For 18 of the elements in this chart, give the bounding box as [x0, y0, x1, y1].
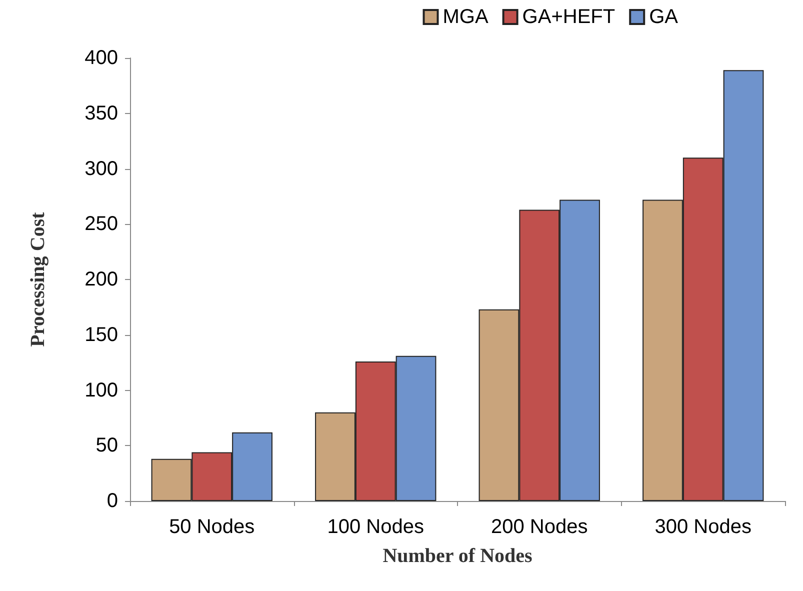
- x-tick-label: 100 Nodes: [327, 516, 424, 538]
- y-tick-label: 100: [84, 379, 118, 402]
- y-tick-label: 400: [84, 47, 118, 69]
- y-tick-label: 200: [84, 268, 118, 290]
- legend-label: GA+HEFT: [522, 6, 616, 28]
- y-axis-title: Processing Cost: [27, 212, 49, 347]
- y-tick-label: 300: [84, 158, 118, 180]
- legend-label: GA: [649, 6, 679, 28]
- y-tick-label: 150: [84, 324, 118, 346]
- legend-label: MGA: [442, 6, 489, 28]
- x-axis-title: Number of Nodes: [382, 545, 533, 567]
- y-tick-label: 50: [96, 434, 118, 457]
- y-tick-label: 250: [84, 213, 118, 236]
- x-tick-label: 50 Nodes: [169, 516, 255, 538]
- x-tick-label: 300 Nodes: [654, 516, 752, 538]
- x-tick-label: 200 Nodes: [491, 516, 588, 538]
- y-tick-label: 350: [84, 102, 118, 124]
- y-tick-label: 0: [106, 490, 118, 512]
